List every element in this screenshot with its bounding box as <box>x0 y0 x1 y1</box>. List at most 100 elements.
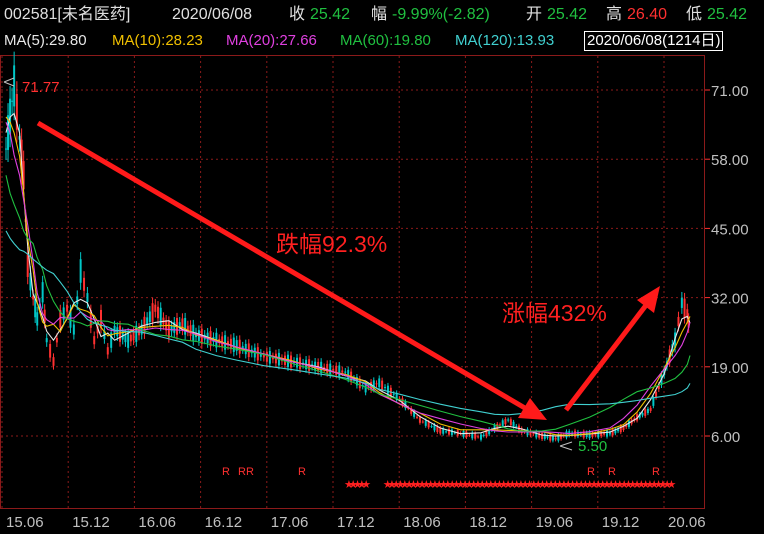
date-box[interactable]: 2020/06/08(1214日) <box>584 31 724 51</box>
change-label: 幅 <box>371 6 388 23</box>
stock-code[interactable]: 002581[未名医药] <box>4 6 131 23</box>
event-star: ★ <box>361 479 371 491</box>
candle-body <box>41 282 44 303</box>
low-value: 25.42 <box>707 6 748 23</box>
ma120-line <box>5 230 691 416</box>
drop-percent-label: 跌幅92.3% <box>276 231 387 257</box>
ma20-label: MA(20):27.66 <box>226 32 317 49</box>
candle-body <box>32 295 35 300</box>
candle-body <box>36 312 39 326</box>
candle-body <box>627 420 630 427</box>
low-label: 低 <box>686 6 703 23</box>
event-star: ★ <box>533 479 543 491</box>
candle-body <box>49 344 52 358</box>
candle-body <box>34 299 37 318</box>
ma10-label: MA(10):28.23 <box>112 32 203 49</box>
up-trend-arrowhead <box>637 286 660 313</box>
rights-marker: R <box>587 466 595 478</box>
candle-body <box>119 325 121 342</box>
event-star: ★ <box>477 479 487 491</box>
candle-body <box>655 391 658 398</box>
event-star: ★ <box>606 479 616 491</box>
candle-body <box>560 434 563 439</box>
up-trend-arrow <box>564 298 652 412</box>
event-star: ★ <box>568 479 578 491</box>
ma60-line <box>5 175 691 432</box>
event-star: ★ <box>516 479 526 491</box>
candle-body <box>186 325 189 332</box>
rights-marker: R <box>608 466 616 478</box>
candle-body <box>474 433 477 439</box>
low-value-label: 5.50 <box>578 438 607 455</box>
ma5-label: MA(5):29.80 <box>4 32 87 49</box>
event-star: ★ <box>396 479 406 491</box>
candle-body <box>600 431 603 437</box>
candle-body <box>504 419 507 425</box>
event-star: ★ <box>357 479 367 491</box>
event-star: ★ <box>490 479 500 491</box>
candle-body <box>7 115 10 150</box>
x-tick-label: 20.06 <box>668 514 706 531</box>
event-star: ★ <box>581 479 591 491</box>
candle-body <box>358 378 361 389</box>
event-star: ★ <box>636 479 646 491</box>
event-star: ★ <box>602 479 612 491</box>
ma10-line <box>5 116 691 436</box>
event-star: ★ <box>383 479 393 491</box>
candle-body <box>381 380 384 390</box>
event-star: ★ <box>576 479 586 491</box>
event-star: ★ <box>507 479 517 491</box>
event-star: ★ <box>589 479 599 491</box>
event-star: ★ <box>353 479 363 491</box>
x-tick-label: 19.12 <box>602 514 640 531</box>
candle-body <box>445 431 448 433</box>
candle-body <box>439 427 442 434</box>
candle-body <box>546 436 549 438</box>
candle-body <box>512 421 515 427</box>
event-star: ★ <box>555 479 565 491</box>
candle-body <box>229 338 232 350</box>
event-star: ★ <box>529 479 539 491</box>
candle-body <box>38 303 41 308</box>
event-star: ★ <box>482 479 492 491</box>
candle-body <box>83 277 86 291</box>
candle-body <box>347 369 350 379</box>
candle-body <box>617 429 620 432</box>
candle-body <box>113 325 116 334</box>
candle-body <box>450 429 453 435</box>
candle-body <box>344 371 347 373</box>
candle-body <box>436 426 439 432</box>
y-tick-label: 45.00 <box>711 221 749 238</box>
candle-body <box>433 424 436 431</box>
candle-body <box>606 430 609 437</box>
candle-body <box>644 409 647 416</box>
candle-body <box>541 432 544 440</box>
rights-marker: RR <box>238 466 254 478</box>
event-star: ★ <box>611 479 621 491</box>
candle-body <box>189 325 192 336</box>
candle-body <box>259 353 262 357</box>
candle-body <box>677 316 680 327</box>
candle-body <box>641 412 644 416</box>
event-star: ★ <box>563 479 573 491</box>
candle-body <box>638 413 641 418</box>
candle-body <box>482 434 485 436</box>
candle-body <box>574 430 577 437</box>
candle-body <box>106 347 109 355</box>
candle-body <box>86 293 89 303</box>
candle-body <box>124 333 127 343</box>
event-star: ★ <box>525 479 535 491</box>
event-star: ★ <box>615 479 625 491</box>
candle-body <box>116 327 119 337</box>
candle-body <box>367 386 370 388</box>
candle-body <box>549 434 552 441</box>
x-tick-label: 19.06 <box>536 514 574 531</box>
candle-body <box>401 398 404 406</box>
candle-body <box>151 303 154 322</box>
candle-body <box>485 430 488 437</box>
candle-body <box>338 365 341 377</box>
candle-body <box>154 304 157 312</box>
candle-body <box>11 100 14 102</box>
candle-body <box>591 432 594 437</box>
